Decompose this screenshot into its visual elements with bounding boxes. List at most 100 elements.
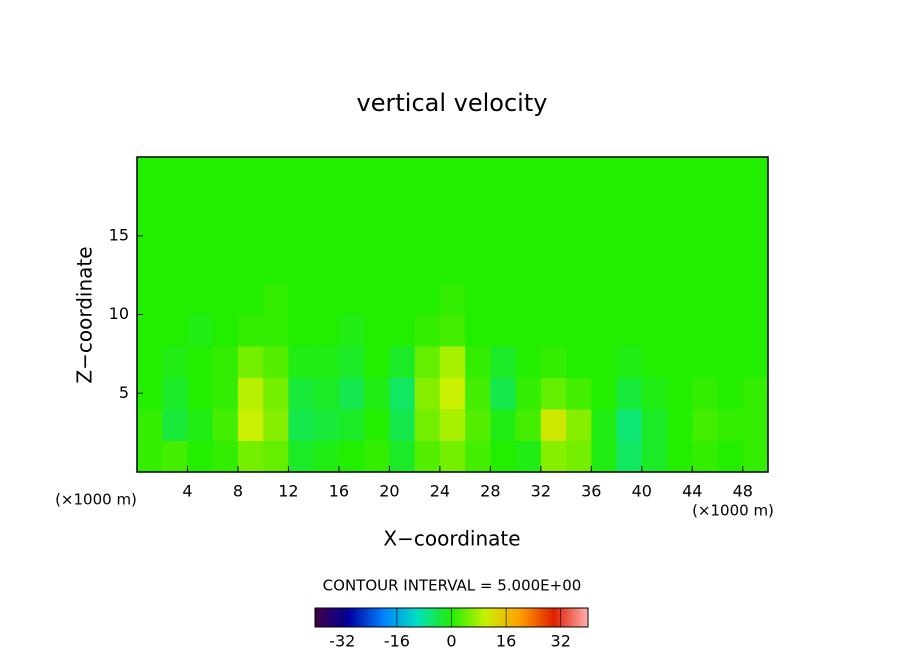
contour-interval-label: CONTOUR INTERVAL = 5.000E+00 bbox=[323, 577, 582, 595]
field-cell bbox=[263, 314, 289, 347]
field-cell bbox=[212, 188, 239, 221]
field-cell bbox=[591, 377, 618, 410]
x-tick-label: 8 bbox=[233, 482, 243, 501]
field-cell bbox=[566, 314, 592, 347]
field-cell bbox=[162, 440, 188, 473]
field-cell bbox=[162, 188, 188, 221]
field-cell bbox=[717, 283, 744, 315]
field-cell bbox=[667, 440, 693, 473]
field-cell bbox=[591, 251, 618, 284]
field-cell bbox=[263, 157, 289, 189]
x-tick-label: 40 bbox=[632, 482, 652, 501]
field-cell bbox=[692, 346, 719, 378]
field-cell bbox=[212, 251, 239, 284]
field-cell bbox=[187, 220, 214, 252]
field-cell bbox=[717, 440, 744, 473]
field-cell bbox=[414, 440, 441, 473]
x-unit-label: (×1000 m) bbox=[55, 491, 137, 509]
field-cell bbox=[187, 409, 214, 441]
field-cell bbox=[389, 188, 416, 221]
field-cell bbox=[742, 157, 769, 189]
field-cell bbox=[540, 314, 567, 347]
field-cell bbox=[338, 440, 365, 473]
field-cell bbox=[212, 283, 239, 315]
field-cell bbox=[338, 188, 365, 221]
field-cell bbox=[566, 346, 592, 378]
field-cell bbox=[313, 251, 340, 284]
field-cell bbox=[338, 283, 365, 315]
field-cell bbox=[364, 440, 390, 473]
field-cell bbox=[414, 157, 441, 189]
field-cell bbox=[717, 188, 744, 221]
field-cell bbox=[288, 283, 315, 315]
y-tick-label: 5 bbox=[119, 383, 129, 402]
field-cell bbox=[616, 188, 643, 221]
field-cell bbox=[616, 409, 643, 441]
field-cell bbox=[237, 188, 264, 221]
field-cell bbox=[263, 440, 289, 473]
chart-title: vertical velocity bbox=[357, 89, 548, 117]
field-cell bbox=[515, 377, 542, 410]
field-cell bbox=[591, 283, 618, 315]
field-cell bbox=[313, 157, 340, 189]
field-cell bbox=[616, 283, 643, 315]
x-tick-label: 32 bbox=[531, 482, 551, 501]
field-cell bbox=[566, 440, 592, 473]
field-cell bbox=[540, 283, 567, 315]
field-cell bbox=[667, 409, 693, 441]
field-cell bbox=[212, 220, 239, 252]
field-cell bbox=[414, 283, 441, 315]
field-cell bbox=[338, 251, 365, 284]
field-cell bbox=[465, 440, 491, 473]
colorbar-tick-label: -32 bbox=[329, 632, 355, 651]
field-cell bbox=[389, 314, 416, 347]
field-cell bbox=[288, 188, 315, 221]
field-cell bbox=[137, 314, 163, 347]
field-cell bbox=[515, 314, 542, 347]
field-cell bbox=[263, 377, 289, 410]
field-cell bbox=[338, 314, 365, 347]
field-cell bbox=[338, 409, 365, 441]
field-cell bbox=[414, 377, 441, 410]
colorbar-tick-label: -16 bbox=[384, 632, 410, 651]
field-cell bbox=[212, 409, 239, 441]
field-cell bbox=[439, 409, 466, 441]
field-cell bbox=[263, 409, 289, 441]
field-cell bbox=[616, 157, 643, 189]
field-cell bbox=[490, 314, 517, 347]
field-cell bbox=[515, 346, 542, 378]
field-cell bbox=[742, 409, 769, 441]
x-tick-label: 24 bbox=[430, 482, 450, 501]
field-cell bbox=[641, 346, 668, 378]
field-cell bbox=[490, 188, 517, 221]
field-cell bbox=[692, 220, 719, 252]
field-cell bbox=[490, 377, 517, 410]
field-cell bbox=[616, 251, 643, 284]
field-cell bbox=[616, 440, 643, 473]
field-cell bbox=[162, 283, 188, 315]
field-cell bbox=[742, 283, 769, 315]
field-cell bbox=[667, 188, 693, 221]
x-tick-label: 20 bbox=[379, 482, 399, 501]
field-cell bbox=[414, 409, 441, 441]
field-cell bbox=[187, 377, 214, 410]
field-cell bbox=[439, 346, 466, 378]
field-cell bbox=[717, 157, 744, 189]
field-cell bbox=[313, 220, 340, 252]
field-cell bbox=[566, 220, 592, 252]
field-cell bbox=[667, 314, 693, 347]
field-cell bbox=[515, 283, 542, 315]
field-cell bbox=[490, 346, 517, 378]
field-cell bbox=[515, 409, 542, 441]
field-cell bbox=[667, 220, 693, 252]
field-cell bbox=[717, 251, 744, 284]
field-cell bbox=[364, 314, 390, 347]
field-cell bbox=[591, 220, 618, 252]
field-cell bbox=[288, 377, 315, 410]
field-cell bbox=[490, 283, 517, 315]
field-cell bbox=[237, 440, 264, 473]
field-cell bbox=[742, 251, 769, 284]
field-cell bbox=[212, 440, 239, 473]
field-cell bbox=[364, 220, 390, 252]
